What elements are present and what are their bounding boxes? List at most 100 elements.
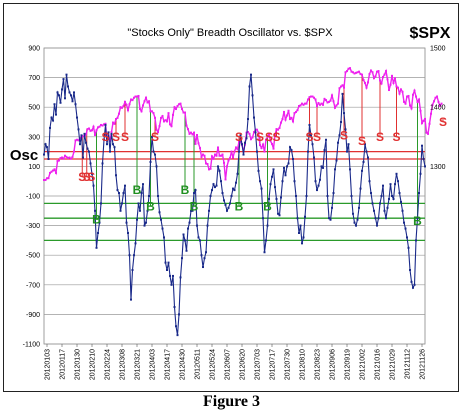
oscillator-point: [193, 192, 195, 195]
series-lines: [43, 67, 443, 337]
oscillator-point: [380, 195, 383, 197]
oscillator-point: [226, 209, 228, 212]
spx-point: [296, 109, 299, 112]
oscillator-point: [95, 246, 98, 249]
oscillator-point: [296, 217, 299, 220]
oscillator-point: [359, 187, 362, 190]
buy-signal-label: B: [133, 183, 142, 197]
spx-point: [112, 121, 114, 124]
spx-point: [163, 120, 165, 123]
spx-point: [389, 83, 392, 86]
buy-signal-label: B: [235, 199, 244, 213]
chart-title: "Stocks Only" Breadth Oscillator vs. $SP…: [127, 27, 333, 39]
y-tick-label: -900: [26, 312, 40, 319]
spx-point: [52, 169, 54, 172]
buy-signal-label: B: [413, 214, 422, 228]
oscillator-point: [349, 168, 351, 171]
spx-point: [361, 73, 363, 76]
spx-point: [44, 179, 47, 182]
sell-signal-label: S: [256, 130, 264, 144]
oscillator-point: [131, 269, 134, 271]
y2-tick-label: 1400: [430, 105, 446, 112]
y-tick-label: 300: [28, 134, 40, 141]
spx-point: [236, 148, 239, 151]
oscillator-point: [74, 103, 77, 106]
spx-point: [59, 157, 62, 160]
oscillator-point: [52, 119, 54, 122]
oscillator-point: [50, 116, 53, 119]
y2-axis-label: $SPX: [410, 25, 451, 42]
oscillator-point: [314, 180, 317, 183]
oscillator-point: [136, 218, 138, 221]
spx-point: [340, 85, 342, 88]
oscillator-point: [106, 143, 108, 146]
spx-point: [319, 103, 321, 106]
spx-point: [188, 132, 191, 135]
spx-point: [317, 102, 320, 105]
spx-point: [164, 119, 167, 122]
sell-signal-label: S: [112, 130, 120, 144]
spx-point: [416, 100, 419, 103]
oscillator-point: [91, 172, 93, 175]
oscillator-point: [247, 118, 249, 121]
spx-point: [119, 106, 122, 109]
oscillator-point: [347, 143, 350, 146]
spx-point: [410, 107, 413, 110]
spx-point: [377, 70, 380, 73]
sell-signal-label: S: [358, 134, 366, 148]
y-tick-label: 500: [28, 105, 40, 112]
spx-point: [286, 114, 288, 117]
x-tick-label: 20120117: [60, 349, 67, 380]
spx-point: [379, 79, 381, 82]
oscillator-point: [367, 156, 369, 159]
oscillator-point: [130, 298, 132, 301]
spx-point: [295, 110, 297, 113]
spx-point: [365, 86, 368, 89]
oscillator-point: [181, 257, 183, 260]
sell-signal-label: S: [235, 130, 243, 144]
oscillator-point: [119, 209, 122, 212]
spx-point: [233, 150, 236, 153]
oscillator-point: [70, 94, 72, 97]
oscillator-point: [394, 183, 396, 186]
oscillator-point: [326, 195, 329, 197]
x-tick-label: 20121126: [420, 349, 427, 380]
y-tick-label: -100: [26, 194, 40, 201]
oscillator-point: [419, 172, 422, 175]
spx-point: [289, 118, 291, 121]
spx-point: [355, 71, 357, 74]
oscillator-point: [107, 131, 110, 134]
oscillator-point: [139, 209, 141, 212]
spx-point: [131, 99, 134, 102]
oscillator-point: [85, 141, 87, 144]
spx-point: [320, 102, 323, 105]
spx-point: [101, 124, 104, 127]
oscillator-point: [67, 85, 69, 88]
spx-point: [61, 156, 63, 159]
spx-point: [137, 94, 140, 97]
oscillator-point: [413, 283, 416, 286]
spx-point: [125, 103, 128, 106]
spx-point: [347, 67, 350, 70]
oscillator-point: [389, 183, 392, 186]
oscillator-point: [284, 174, 287, 177]
spx-point: [154, 116, 156, 119]
sell-signal-label: S: [151, 130, 159, 144]
oscillator-point: [188, 221, 191, 224]
oscillator-point: [286, 165, 288, 168]
spx-point: [68, 156, 71, 159]
oscillator-point: [307, 150, 309, 153]
oscillator-point: [335, 159, 338, 162]
sell-signal-label: S: [376, 130, 384, 144]
spx-point: [364, 81, 366, 84]
sell-signal-label: S: [340, 128, 348, 142]
oscillator-point: [392, 197, 395, 200]
spx-point: [302, 103, 305, 106]
spx-point: [215, 154, 218, 157]
oscillator-point: [170, 283, 173, 286]
oscillator-point: [151, 135, 153, 138]
oscillator-point: [313, 156, 315, 159]
spx-point: [88, 127, 90, 130]
oscillator-point: [161, 227, 164, 230]
x-tick-label: 20120321: [135, 349, 142, 380]
